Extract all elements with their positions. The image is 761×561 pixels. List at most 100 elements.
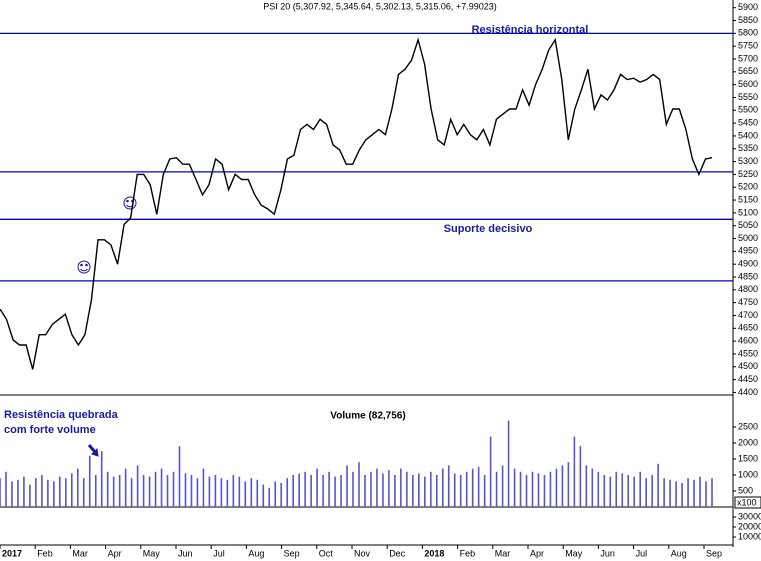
y-tick-label: 4500 [738,361,758,371]
volume-bar [47,479,49,507]
volume-bar [310,475,312,507]
x-tick-label: Jun [178,548,193,558]
volume-bar [525,475,528,507]
volume-bar [280,483,283,507]
volume-bar [70,473,73,507]
volume-bar [627,475,630,507]
volume-bar [567,462,570,507]
volume-bar [328,471,330,507]
volume-bar [53,481,55,507]
volume-bar [238,476,241,507]
volume-bar [304,471,306,507]
volume-bar [106,471,109,507]
volume-bar [573,436,576,507]
x-tick-label: Jul [636,548,648,558]
volume-bar [705,481,707,507]
volume-bar [100,451,103,507]
volume-bar [262,484,265,507]
volume-bar [364,475,366,507]
volume-bar [639,471,642,507]
price-line [0,37,713,370]
x-tick-label: Jul [213,548,225,558]
y-tick-label: 5650 [738,66,758,76]
volume-bar [292,475,294,507]
volume-bar [585,465,588,507]
volume-bar [394,475,396,507]
y-tick-label: 1500 [738,453,758,463]
volume-bar [346,465,348,507]
volume-bar [447,465,450,507]
volume-bar [483,475,486,507]
y-tick-label: 30000 [738,511,761,521]
y-tick-label: 5850 [738,15,758,25]
volume-bar [406,471,408,507]
volume-bar [429,471,432,507]
volume-bar [382,473,384,507]
y-tick-label: 5200 [738,182,758,192]
volume-title: Volume (82,756) [330,411,405,422]
volume-bar [11,481,13,507]
volume-bar [435,475,438,507]
y-tick-label: 5400 [738,130,758,140]
y-tick-label: 5900 [738,2,758,12]
y-tick-label: 5150 [738,194,758,204]
volume-bar [621,473,624,507]
volume-bar [214,475,217,507]
volume-bar [495,471,498,507]
volume-bar [178,446,181,507]
y-tick-label: 4600 [738,336,758,346]
volume-bar [340,475,342,507]
y-tick-label: 5800 [738,28,758,38]
volume-bar [645,478,647,507]
y-tick-label: 2500 [738,421,758,431]
volume-bar [489,436,492,507]
y-tick-label: 4400 [738,387,758,397]
volume-bar [184,473,187,507]
volume-bar [370,471,372,507]
volume-bar [17,479,19,507]
volume-bar [477,467,480,507]
volume-bar [609,476,612,507]
y-tick-label: 5350 [738,143,758,153]
volume-bar [298,473,300,507]
y-tick-label: 5600 [738,79,758,89]
y-tick-label: 1000 [738,469,758,479]
x-tick-label: Dec [389,548,406,558]
x-tick-label: Apr [108,548,122,558]
y-tick-label: 10000 [738,531,761,541]
volume-bar [687,478,689,507]
y-tick-label: 5100 [738,207,758,217]
volume-bar [519,471,522,507]
volume-bar [154,471,157,507]
smiley [77,260,91,274]
y-tick-label: 4950 [738,246,758,256]
volume-bar [76,468,79,507]
volume-bar [274,481,277,507]
volume-bar [0,478,1,507]
volume-bar [94,475,97,507]
volume-bar [513,468,516,507]
unit-label: x100 [737,497,757,507]
y-tick-label: 5000 [738,233,758,243]
x-tick-label: 2018 [424,548,444,558]
volume-bar [441,468,444,507]
volume-bar [633,476,636,507]
x-tick-label: Mar [72,548,88,558]
volume-bar [160,468,163,507]
volume-bar [561,465,564,507]
volume-bar [232,475,235,507]
volume-bar [376,468,378,507]
volume-bar [118,475,121,507]
volume-bar [244,481,247,507]
volume-bar [699,476,701,507]
volume-bar [65,478,67,507]
y-tick-label: 20000 [738,521,761,531]
volume-bar [358,462,360,507]
volume-bar [190,475,193,507]
volume-bar [507,420,510,507]
volume-bar [268,487,271,507]
y-tick-label: 4750 [738,297,758,307]
volume-bar [615,471,618,507]
y-tick-label: 4800 [738,284,758,294]
volume-bar [112,476,115,507]
